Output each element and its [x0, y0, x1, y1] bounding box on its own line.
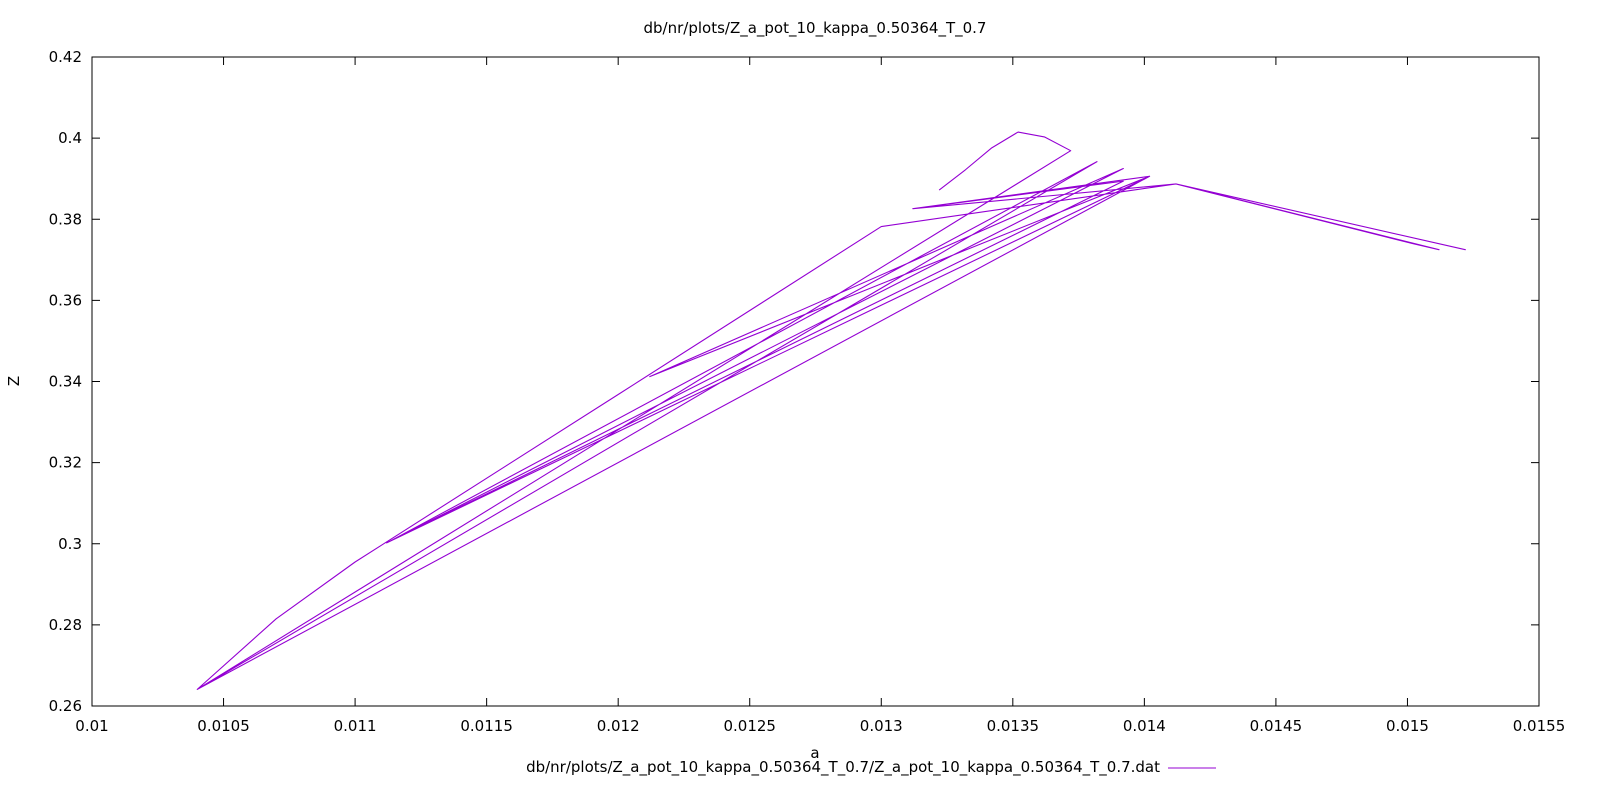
y-axis-tick-labels: 0.26 0.28 0.3 0.32 0.34 0.36 0.38 0.4 0.42 [49, 48, 82, 715]
x-tick-label: 0.0115 [460, 717, 513, 735]
x-tick-label: 0.015 [1386, 717, 1429, 735]
y-tick-label: 0.38 [49, 210, 82, 228]
x-axis-ticks [91, 57, 1540, 706]
x-tick-label: 0.012 [597, 717, 640, 735]
y-tick-label: 0.42 [49, 48, 82, 66]
y-tick-label: 0.28 [49, 616, 82, 634]
y-axis-label: Z [5, 376, 23, 386]
x-tick-label: 0.01 [75, 717, 108, 735]
x-axis-label: a [810, 744, 819, 762]
plot-border [91, 56, 1540, 707]
series-group [196, 131, 1466, 690]
y-tick-label: 0.26 [49, 697, 82, 715]
x-tick-label: 0.014 [1123, 717, 1166, 735]
x-axis-tick-labels: 0.01 0.0105 0.011 0.0115 0.012 0.0125 0.013 0.0… [75, 717, 1565, 735]
y-tick-label: 0.32 [49, 454, 82, 472]
x-tick-label: 0.0105 [197, 717, 250, 735]
chart-title: db/nr/plots/Z_a_pot_10_kappa_0.50364_T_0… [644, 19, 987, 38]
y-tick-label: 0.36 [49, 291, 82, 309]
x-tick-label: 0.0135 [987, 717, 1040, 735]
y-tick-label: 0.3 [58, 535, 82, 553]
x-tick-label: 0.0125 [723, 717, 776, 735]
y-tick-label: 0.4 [58, 129, 82, 147]
x-tick-label: 0.013 [860, 717, 903, 735]
x-tick-label: 0.0145 [1250, 717, 1303, 735]
x-tick-label: 0.0155 [1513, 717, 1566, 735]
x-tick-label: 0.011 [334, 717, 377, 735]
y-tick-label: 0.34 [49, 373, 82, 391]
legend: db/nr/plots/Z_a_pot_10_kappa_0.50364_T_0… [526, 758, 1216, 777]
legend-label: db/nr/plots/Z_a_pot_10_kappa_0.50364_T_0… [526, 758, 1160, 777]
series-line [196, 131, 1466, 690]
y-axis-ticks [92, 56, 1539, 707]
